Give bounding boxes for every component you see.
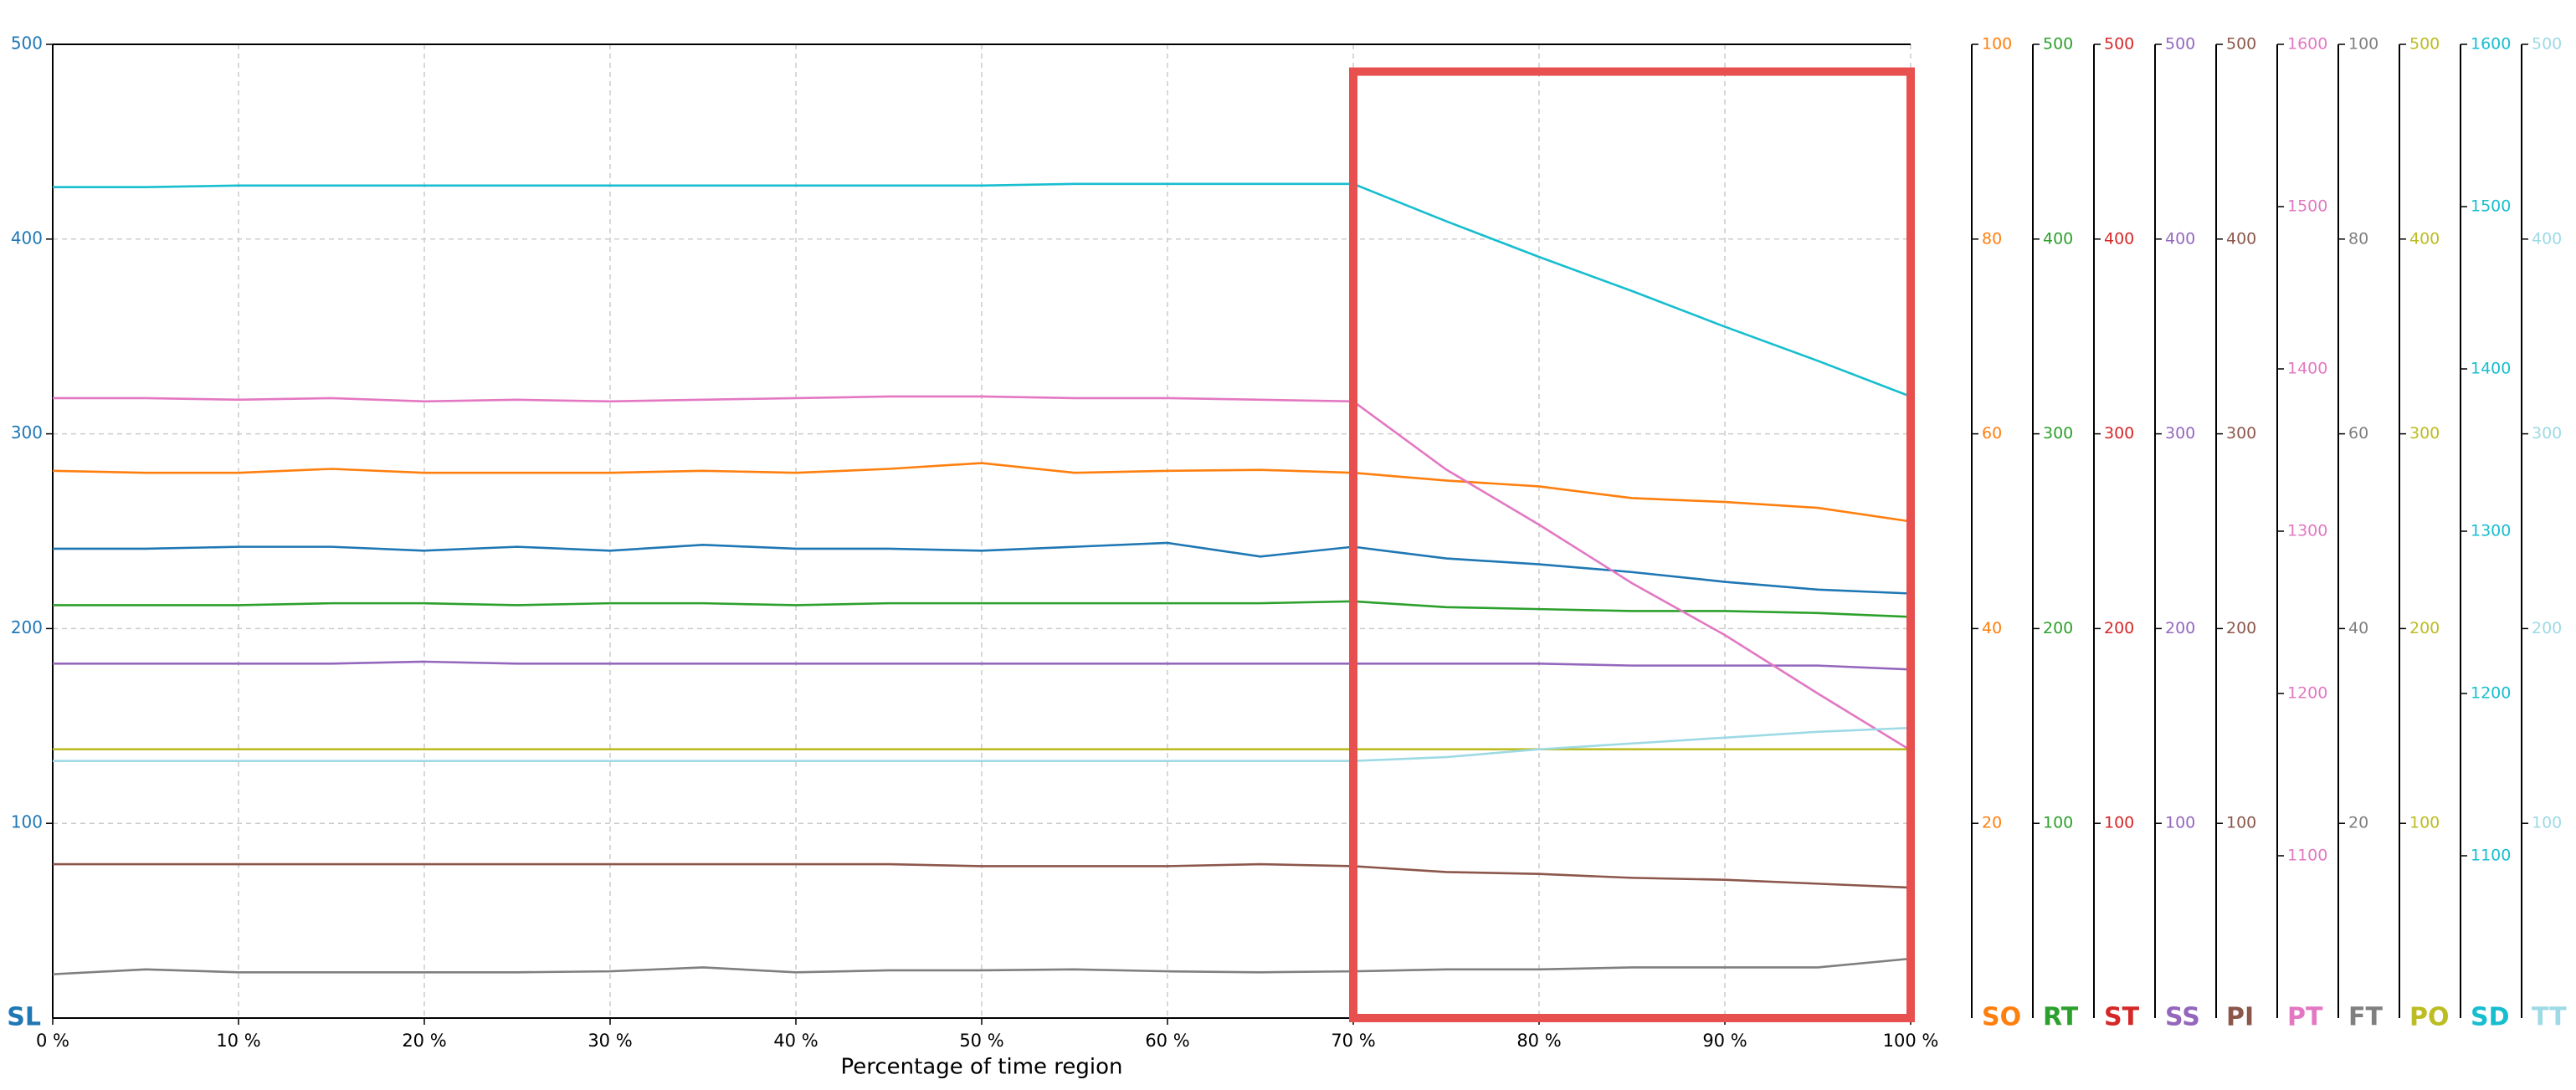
- x-tick-label: 0 %: [36, 1031, 69, 1051]
- x-tick-label: 40 %: [773, 1031, 818, 1051]
- x-tick-label: 70 %: [1331, 1031, 1375, 1051]
- y-tick-label: 1600: [2471, 35, 2511, 54]
- axis-name: PT: [2287, 1003, 2323, 1032]
- axis-name: SL: [7, 1003, 41, 1032]
- y-tick-label: 200: [2165, 619, 2195, 637]
- series-line: [53, 395, 1911, 752]
- axis-name: SO: [1982, 1003, 2021, 1032]
- y-tick-label: 200: [2532, 619, 2562, 637]
- y-tick-label: 1400: [2471, 360, 2511, 378]
- y-tick-label: 200: [2409, 619, 2440, 637]
- y-tick-label: 100: [2348, 35, 2378, 54]
- y-tick-label: 1200: [2287, 684, 2327, 703]
- series-line: [53, 182, 1911, 398]
- y-tick-label: 500: [11, 33, 43, 54]
- x-tick-label: 100 %: [1883, 1031, 1939, 1051]
- y-tick-label: 1100: [2287, 847, 2327, 865]
- y-tick-label: 100: [11, 812, 43, 832]
- y-tick-label: 400: [2226, 229, 2256, 248]
- series-line: [53, 862, 1911, 889]
- x-tick-label: 30 %: [588, 1031, 632, 1051]
- y-tick-label: 100: [2043, 814, 2073, 832]
- x-tick-label: 90 %: [1702, 1031, 1747, 1051]
- axis-name: ST: [2104, 1003, 2140, 1032]
- y-tick-label: 300: [2165, 424, 2195, 443]
- y-tick-label: 1100: [2471, 847, 2511, 865]
- y-tick-label: 500: [2165, 35, 2195, 54]
- y-tick-label: 80: [2348, 229, 2368, 248]
- axis-name: TT: [2532, 1003, 2567, 1032]
- x-tick-label: 80 %: [1516, 1031, 1561, 1051]
- y-tick-label: 400: [2165, 229, 2195, 248]
- y-tick-label: 500: [2409, 35, 2440, 54]
- x-axis-title: Percentage of time region: [840, 1055, 1122, 1080]
- y-tick-label: 20: [2348, 814, 2368, 832]
- y-tick-label: 300: [11, 422, 43, 443]
- y-tick-label: 100: [2532, 814, 2562, 832]
- series-line: [53, 726, 1911, 763]
- axis-name: FT: [2348, 1003, 2383, 1032]
- y-tick-label: 80: [1982, 229, 2002, 248]
- axis-name: PO: [2409, 1003, 2450, 1032]
- y-tick-label: 40: [1982, 619, 2002, 637]
- y-tick-label: 200: [11, 617, 43, 637]
- series-line: [52, 957, 1911, 975]
- y-tick-label: 300: [2532, 424, 2562, 443]
- y-tick-label: 1600: [2287, 35, 2327, 54]
- x-tick-label: 20 %: [402, 1031, 446, 1051]
- y-tick-label: 400: [2043, 229, 2073, 248]
- y-tick-label: 60: [2348, 424, 2368, 443]
- y-tick-label: 1200: [2471, 684, 2511, 703]
- series-line: [53, 600, 1911, 618]
- y-tick-label: 100: [2165, 814, 2195, 832]
- y-tick-label: 300: [2043, 424, 2073, 443]
- axis-name: RT: [2043, 1003, 2079, 1032]
- y-tick-label: 400: [2532, 229, 2562, 248]
- y-tick-label: 100: [2104, 814, 2134, 832]
- series-line: [52, 462, 1911, 523]
- y-tick-label: 500: [2532, 35, 2562, 54]
- y-tick-label: 300: [2409, 424, 2440, 443]
- highlight-box: [1349, 67, 1915, 1022]
- y-tick-label: 400: [2409, 229, 2440, 248]
- y-tick-label: 20: [1982, 814, 2002, 832]
- series-line: [53, 541, 1911, 595]
- y-tick-label: 100: [2409, 814, 2440, 832]
- y-tick-label: 500: [2043, 35, 2073, 54]
- y-tick-label: 400: [11, 228, 43, 248]
- y-tick-label: 1300: [2287, 522, 2327, 540]
- y-tick-label: 40: [2348, 619, 2368, 637]
- y-tick-label: 1500: [2287, 197, 2327, 216]
- x-tick-label: 50 %: [959, 1031, 1003, 1051]
- y-tick-label: 300: [2104, 424, 2134, 443]
- x-tick-label: 10 %: [216, 1031, 260, 1051]
- x-tick-label: 60 %: [1145, 1031, 1189, 1051]
- y-tick-label: 1400: [2287, 360, 2327, 378]
- y-tick-label: 200: [2104, 619, 2134, 637]
- y-tick-label: 100: [1982, 35, 2012, 54]
- y-tick-label: 200: [2226, 619, 2256, 637]
- y-tick-label: 500: [2104, 35, 2134, 54]
- y-tick-label: 100: [2226, 814, 2256, 832]
- axis-name: SD: [2471, 1003, 2510, 1032]
- y-tick-label: 400: [2104, 229, 2134, 248]
- axis-name: SS: [2165, 1003, 2200, 1032]
- y-tick-label: 500: [2226, 35, 2256, 54]
- y-tick-label: 1500: [2471, 197, 2511, 216]
- y-tick-label: 60: [1982, 424, 2002, 443]
- y-tick-label: 1300: [2471, 522, 2511, 540]
- y-tick-label: 200: [2043, 619, 2073, 637]
- y-tick-label: 300: [2226, 424, 2256, 443]
- series-line: [53, 660, 1911, 671]
- axis-name: PI: [2226, 1003, 2254, 1032]
